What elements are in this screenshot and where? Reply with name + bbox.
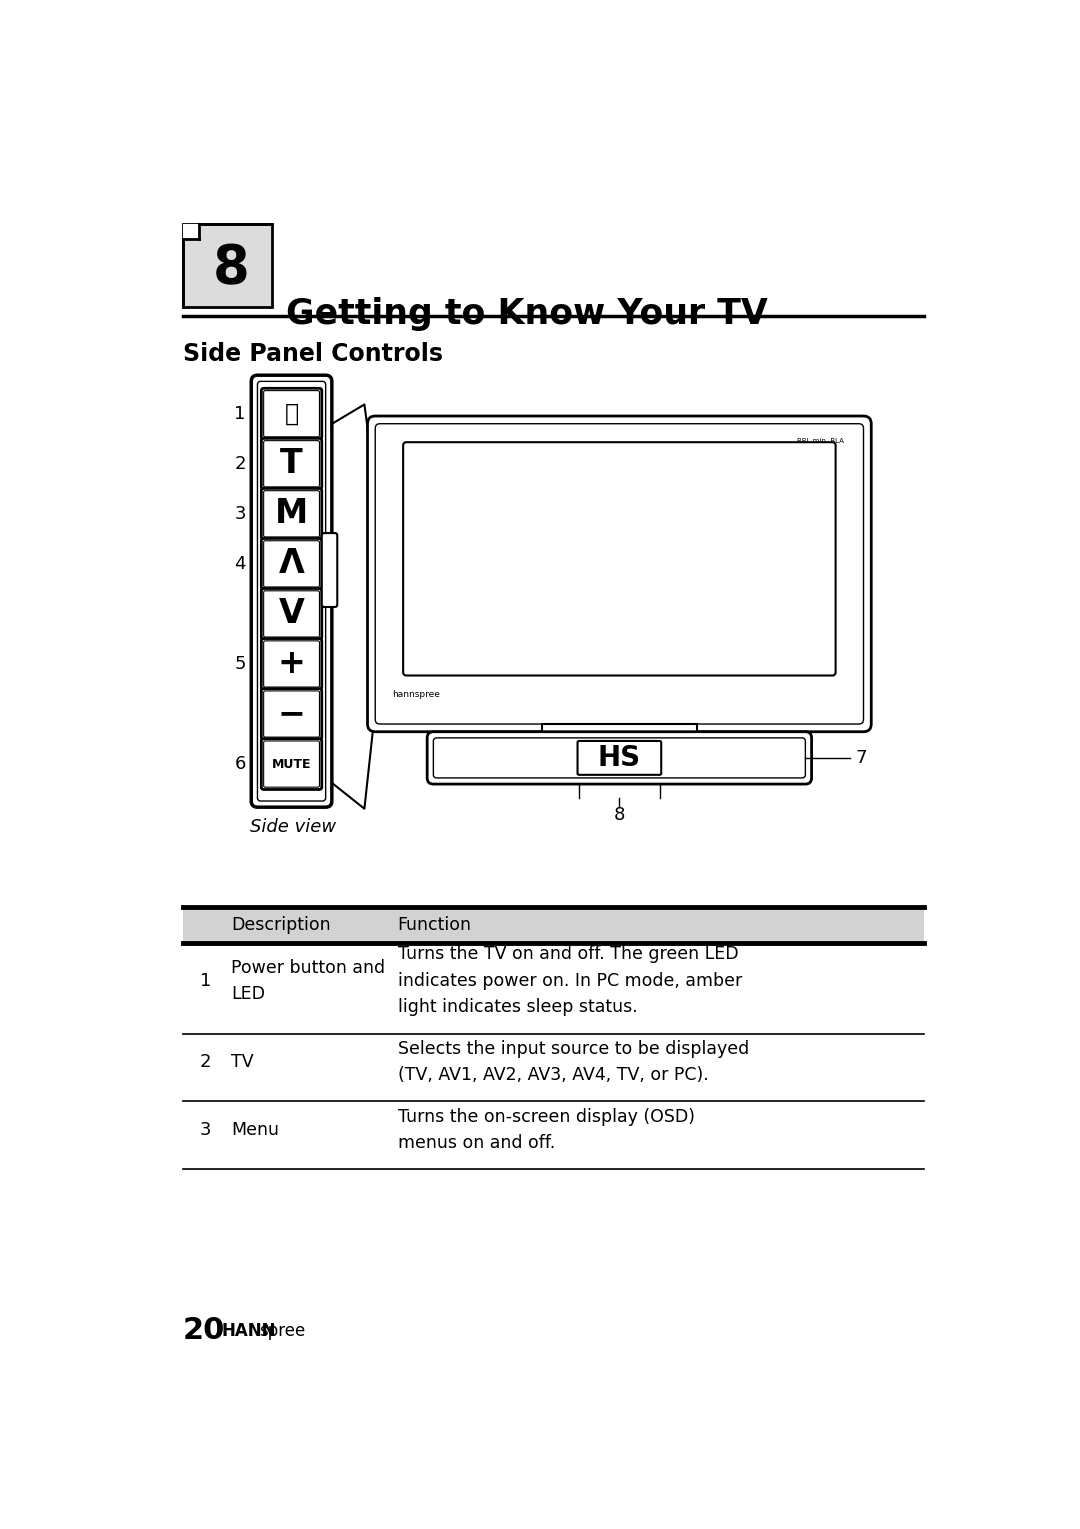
Text: ⏻: ⏻	[284, 402, 298, 425]
FancyBboxPatch shape	[264, 390, 320, 437]
Bar	[542, 725, 697, 739]
FancyBboxPatch shape	[264, 641, 320, 687]
FancyBboxPatch shape	[261, 589, 322, 639]
Text: MUTE: MUTE	[272, 757, 311, 771]
Text: +: +	[278, 647, 306, 680]
FancyBboxPatch shape	[264, 440, 320, 486]
FancyBboxPatch shape	[433, 739, 806, 778]
Text: 20: 20	[183, 1316, 226, 1346]
Text: Description: Description	[231, 916, 330, 934]
Text: 2: 2	[200, 1053, 211, 1070]
Text: 7: 7	[855, 749, 867, 768]
Text: Function: Function	[397, 916, 472, 934]
Bar	[183, 223, 272, 307]
FancyBboxPatch shape	[252, 375, 332, 807]
FancyBboxPatch shape	[261, 739, 322, 789]
FancyBboxPatch shape	[264, 590, 320, 638]
Text: 8: 8	[213, 242, 249, 294]
FancyBboxPatch shape	[261, 488, 322, 540]
FancyBboxPatch shape	[261, 388, 322, 439]
Text: Power button and
LED: Power button and LED	[231, 959, 386, 1003]
Text: T: T	[280, 448, 302, 480]
Text: Side Panel Controls: Side Panel Controls	[183, 342, 443, 365]
Text: TV: TV	[231, 1053, 254, 1070]
Text: 3: 3	[200, 1121, 211, 1139]
Text: hannspree: hannspree	[392, 690, 441, 699]
Bar	[183, 907, 924, 943]
Text: Side view: Side view	[249, 818, 336, 836]
Text: 5: 5	[234, 654, 246, 673]
Text: 1: 1	[200, 972, 211, 989]
FancyBboxPatch shape	[578, 742, 661, 775]
Text: HANN: HANN	[221, 1321, 276, 1339]
Text: 8: 8	[613, 806, 625, 824]
Text: Turns the on-screen display (OSD)
menus on and off.: Turns the on-screen display (OSD) menus …	[397, 1107, 694, 1151]
Text: V: V	[279, 598, 305, 630]
FancyBboxPatch shape	[257, 381, 326, 801]
Text: Λ: Λ	[279, 547, 305, 581]
FancyBboxPatch shape	[264, 541, 320, 587]
Bar	[183, 223, 199, 239]
Text: BBL min. BLA: BBL min. BLA	[797, 437, 845, 443]
FancyBboxPatch shape	[375, 424, 864, 725]
Text: Getting to Know Your TV: Getting to Know Your TV	[286, 298, 768, 332]
Text: 4: 4	[234, 555, 246, 573]
FancyBboxPatch shape	[261, 639, 322, 690]
Text: 2: 2	[234, 454, 246, 472]
FancyBboxPatch shape	[264, 742, 320, 787]
FancyBboxPatch shape	[261, 439, 322, 489]
FancyBboxPatch shape	[322, 534, 337, 607]
FancyBboxPatch shape	[261, 538, 322, 589]
FancyBboxPatch shape	[261, 688, 322, 740]
FancyBboxPatch shape	[367, 416, 872, 732]
Text: 6: 6	[234, 755, 246, 774]
Text: HS: HS	[598, 745, 640, 772]
Text: 3: 3	[234, 505, 246, 523]
Text: 1: 1	[234, 405, 246, 422]
FancyBboxPatch shape	[264, 491, 320, 537]
FancyBboxPatch shape	[403, 442, 836, 676]
FancyBboxPatch shape	[264, 691, 320, 737]
Text: Turns the TV on and off. The green LED
indicates power on. In PC mode, amber
lig: Turns the TV on and off. The green LED i…	[397, 945, 742, 1017]
Text: M: M	[275, 497, 308, 531]
Text: Selects the input source to be displayed
(TV, AV1, AV2, AV3, AV4, TV, or PC).: Selects the input source to be displayed…	[397, 1040, 748, 1084]
Text: Menu: Menu	[231, 1121, 279, 1139]
Text: spree: spree	[259, 1321, 306, 1339]
Text: −: −	[278, 697, 306, 731]
FancyBboxPatch shape	[428, 732, 811, 784]
